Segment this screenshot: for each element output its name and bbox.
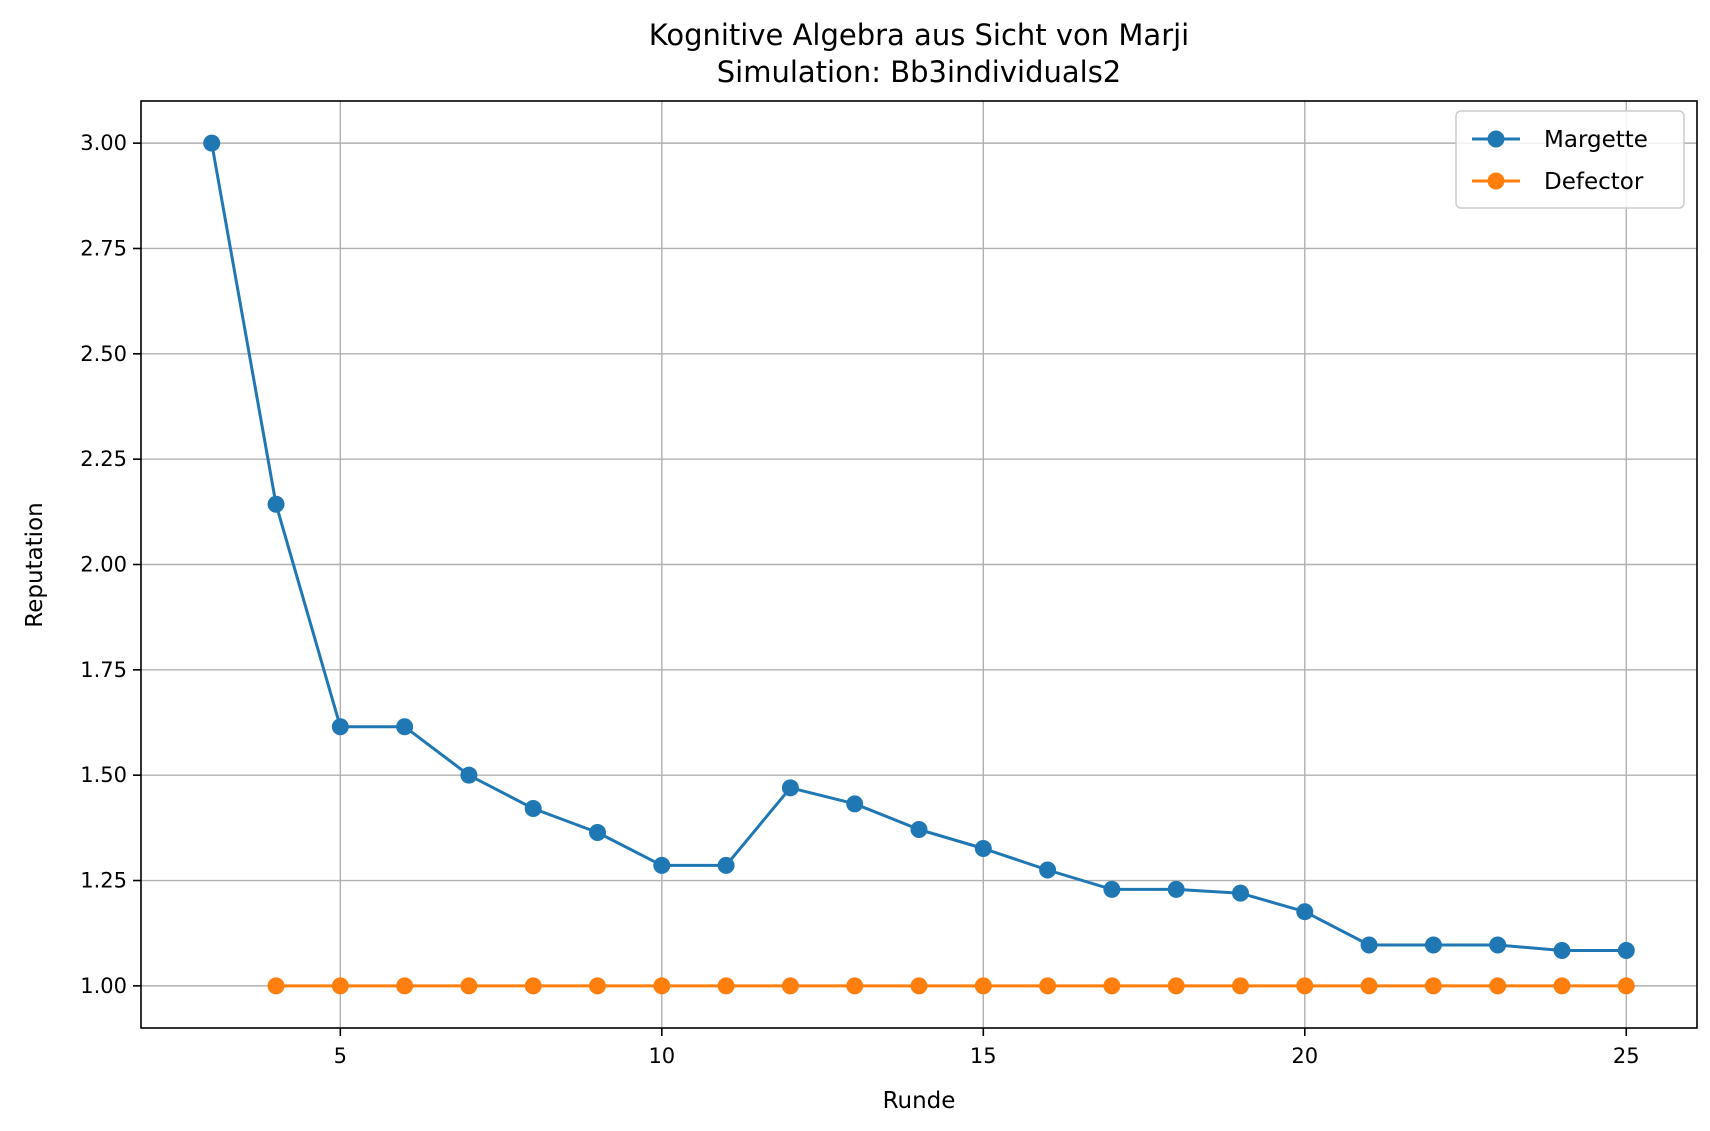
y-tick-label: 2.50: [80, 342, 127, 366]
data-point-margette: [589, 823, 607, 841]
chart-title: Kognitive Algebra aus Sicht von Marji: [649, 18, 1189, 52]
data-point-defector: [1424, 977, 1442, 995]
data-point-margette: [974, 839, 992, 857]
data-point-margette: [1039, 861, 1057, 879]
legend-swatch-marker: [1487, 130, 1505, 148]
legend: Margette Defector: [1455, 110, 1685, 209]
data-point-defector: [1231, 977, 1249, 995]
data-point-margette: [396, 718, 414, 736]
data-point-defector: [910, 977, 928, 995]
y-tick-label: 3.00: [80, 131, 127, 155]
data-point-defector: [1617, 977, 1635, 995]
chart-subtitle: Simulation: Bb3individuals2: [717, 55, 1122, 89]
data-point-margette: [1489, 936, 1507, 954]
data-point-margette: [846, 795, 864, 813]
data-point-margette: [203, 134, 221, 152]
data-point-margette: [1103, 880, 1121, 898]
x-axis-label: Runde: [883, 1088, 956, 1114]
data-point-defector: [1489, 977, 1507, 995]
data-point-defector: [1296, 977, 1314, 995]
x-tick-label: 5: [334, 1044, 347, 1068]
y-tick-label: 1.50: [80, 763, 127, 787]
data-point-margette: [1296, 903, 1314, 921]
data-point-defector: [974, 977, 992, 995]
data-point-margette: [781, 779, 799, 797]
data-point-defector: [717, 977, 735, 995]
legend-item-defector: Defector: [1472, 169, 1644, 195]
legend-label: Margette: [1544, 127, 1648, 153]
data-point-defector: [589, 977, 607, 995]
data-point-defector: [267, 977, 285, 995]
y-axis-label: Reputation: [22, 502, 48, 627]
data-point-defector: [524, 977, 542, 995]
series-margette: [203, 134, 1635, 959]
x-tick-label: 20: [1291, 1044, 1318, 1068]
data-point-margette: [1167, 880, 1185, 898]
data-point-margette: [524, 799, 542, 817]
data-point-margette: [717, 856, 735, 874]
series-defector: [267, 977, 1635, 995]
data-point-margette: [267, 495, 285, 513]
data-point-margette: [1231, 884, 1249, 902]
data-point-defector: [781, 977, 799, 995]
x-tick-label: 10: [648, 1044, 675, 1068]
data-point-margette: [910, 821, 928, 839]
y-tick-label: 1.75: [80, 658, 127, 682]
y-tick-label: 2.00: [80, 553, 127, 577]
legend-box: [1455, 110, 1685, 209]
y-tick-label: 2.75: [80, 236, 127, 260]
grid-layer: [141, 101, 1697, 1028]
data-point-defector: [653, 977, 671, 995]
data-point-margette: [331, 718, 349, 736]
data-point-defector: [1039, 977, 1057, 995]
legend-swatch-marker: [1487, 172, 1505, 190]
series-layer: [203, 134, 1635, 995]
data-point-defector: [331, 977, 349, 995]
data-point-defector: [1360, 977, 1378, 995]
data-point-margette: [653, 856, 671, 874]
legend-label: Defector: [1544, 169, 1644, 195]
data-point-defector: [460, 977, 478, 995]
y-tick-label: 2.25: [80, 447, 127, 471]
data-point-defector: [1167, 977, 1185, 995]
data-point-margette: [1360, 936, 1378, 954]
data-point-defector: [1103, 977, 1121, 995]
x-tick-label: 25: [1613, 1044, 1640, 1068]
tick-layer: 5 10 15 20 25 1.00 1.25 1.50 1.75 2.00 2.25 2.50 2.7…: [80, 131, 1639, 1068]
x-tick-label: 15: [970, 1044, 997, 1068]
y-tick-label: 1.25: [80, 869, 127, 893]
data-point-defector: [846, 977, 864, 995]
data-point-margette: [1424, 936, 1442, 954]
data-point-margette: [1553, 941, 1571, 959]
data-point-defector: [396, 977, 414, 995]
data-point-margette: [460, 766, 478, 784]
y-tick-label: 1.00: [80, 974, 127, 998]
legend-item-margette: Margette: [1472, 127, 1648, 153]
data-point-margette: [1617, 941, 1635, 959]
data-point-defector: [1553, 977, 1571, 995]
